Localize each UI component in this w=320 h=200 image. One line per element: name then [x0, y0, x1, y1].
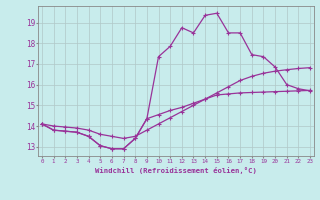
X-axis label: Windchill (Refroidissement éolien,°C): Windchill (Refroidissement éolien,°C) — [95, 167, 257, 174]
